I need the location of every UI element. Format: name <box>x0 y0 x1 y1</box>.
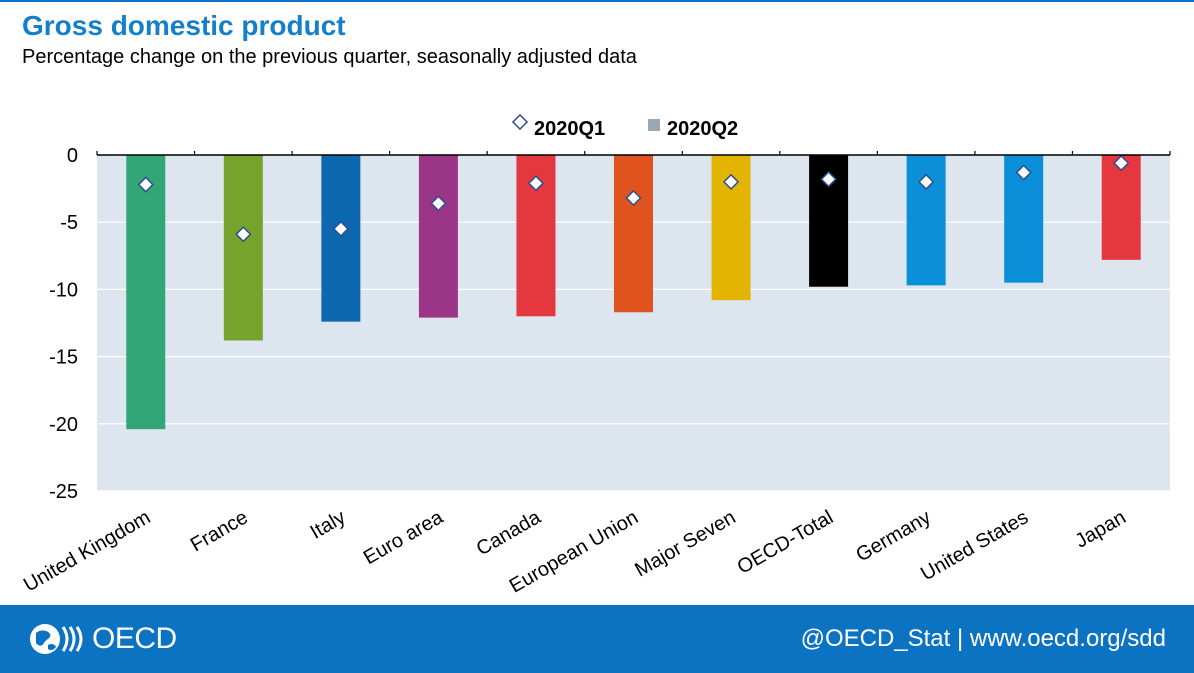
bar-2020q2 <box>614 155 653 313</box>
globe-icon <box>30 624 83 654</box>
bar-2020q2 <box>418 155 458 318</box>
x-tick-label: United Kingdom <box>20 506 154 596</box>
y-tick-label: -10 <box>49 279 78 301</box>
oecd-logo: OECD <box>28 619 177 659</box>
footer-credit: @OECD_Stat | www.oecd.org/sdd <box>800 625 1166 652</box>
y-tick-label: -20 <box>49 414 78 436</box>
x-tick-label: OECD-Total <box>734 506 837 578</box>
bar-2020q2 <box>126 155 166 430</box>
x-axis-labels: United Kingdom France Italy Euro area Canada… <box>20 506 1130 598</box>
x-tick-label: Canada <box>473 506 545 561</box>
marker-2020q1 <box>1113 154 1130 172</box>
marker-2020q1 <box>918 173 935 191</box>
q1-markers <box>137 154 1130 243</box>
y-tick-label: -5 <box>60 212 78 234</box>
legend-q2-swatch <box>648 119 660 131</box>
bar-2020q2 <box>1101 155 1141 260</box>
y-axis-ticks: 0 -5 -10 -15 -20 -25 <box>49 145 78 503</box>
gdp-bar-chart: 2020Q1 2020Q2 0 -5 -10 -15 -20 -25 United Kin… <box>20 113 1171 598</box>
chart-subtitle: Percentage change on the previous quarte… <box>22 46 637 68</box>
marker-2020q1 <box>820 171 837 188</box>
top-rule <box>0 0 1194 2</box>
x-tick-label: Italy <box>307 506 350 543</box>
y-tick-label: -15 <box>49 347 78 369</box>
bar-2020q2 <box>321 155 361 322</box>
x-tick-label: Euro area <box>360 506 448 569</box>
marker-2020q1 <box>722 173 740 191</box>
bar-2020q2 <box>223 155 263 341</box>
marker-2020q1 <box>430 195 447 212</box>
legend: 2020Q1 2020Q2 <box>511 113 738 140</box>
marker-2020q1 <box>235 226 252 243</box>
x-tick-label: France <box>187 506 252 556</box>
marker-2020q1 <box>625 189 642 207</box>
bars <box>126 155 1141 430</box>
oecd-logo-text: OECD <box>92 622 177 655</box>
marker-2020q1 <box>1015 164 1032 181</box>
x-tick-label: Major Seven <box>631 506 739 581</box>
footer-bar: OECD @OECD_Stat | www.oecd.org/sdd <box>0 605 1194 673</box>
x-tick-label: Germany <box>852 506 934 566</box>
y-tick-label: 0 <box>67 145 78 167</box>
x-tick-label: Japan <box>1072 506 1130 552</box>
y-tick-label: -25 <box>49 481 78 503</box>
marker-2020q1 <box>332 220 349 238</box>
x-tick-label: United States <box>917 506 1032 585</box>
legend-q1-marker <box>511 113 529 131</box>
chart-title: Gross domestic product <box>22 10 346 41</box>
legend-q1-label: 2020Q1 <box>534 118 605 140</box>
legend-q2-label: 2020Q2 <box>667 118 738 140</box>
marker-2020q1 <box>527 175 545 192</box>
x-axis-ticks <box>96 151 1171 155</box>
marker-2020q1 <box>137 176 154 193</box>
